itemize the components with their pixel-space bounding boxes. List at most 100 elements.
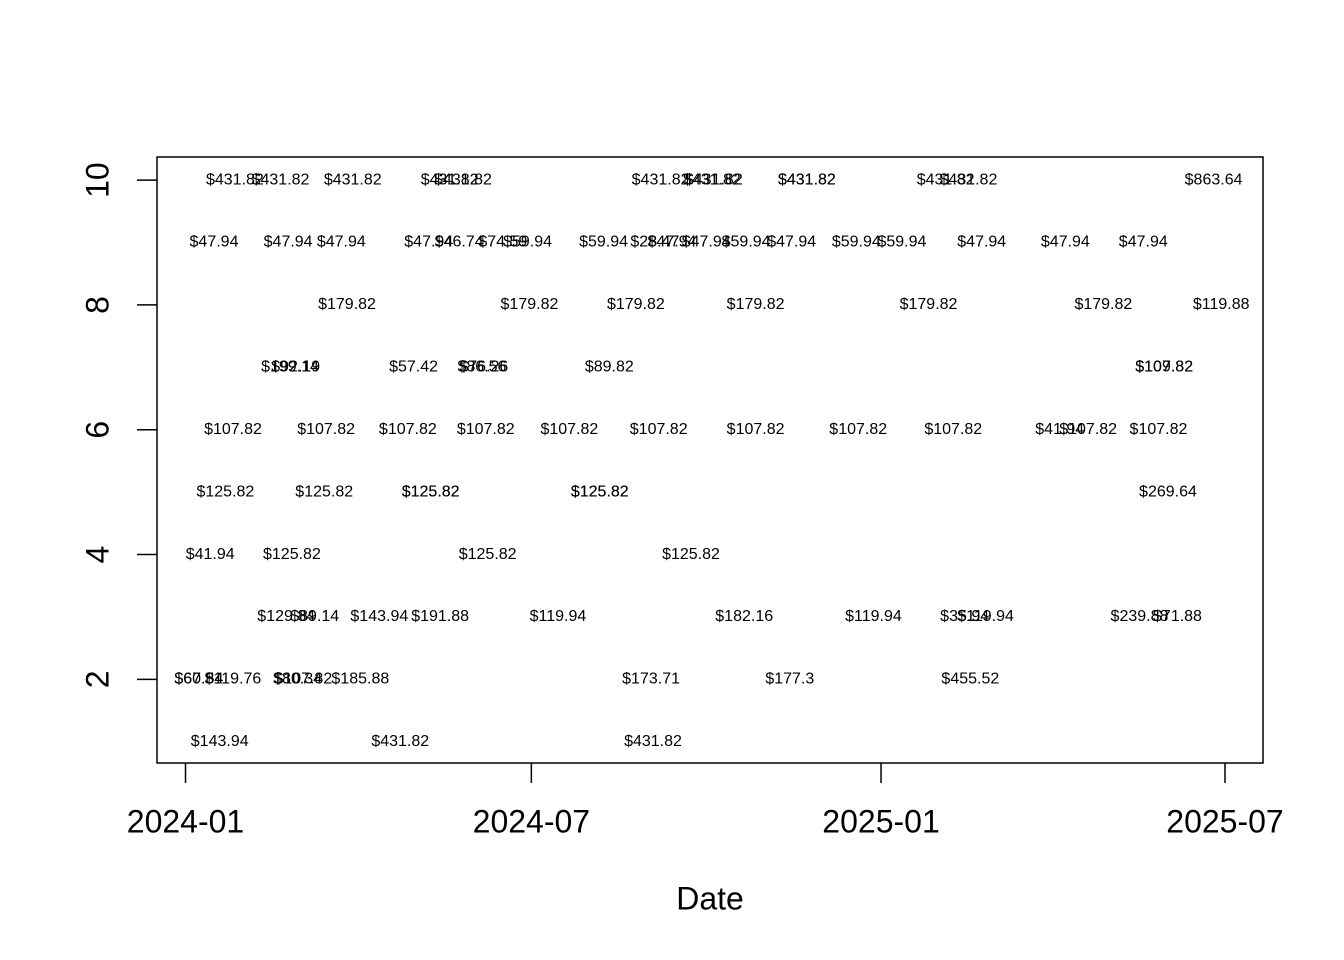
x-tick-label: 2024-07 [473,803,590,839]
point-label: $59.94 [877,234,926,251]
point-label: $119.88 [1193,296,1250,313]
point-label: $431.82 [778,171,836,188]
point-label: $59.94 [503,234,552,251]
point-label: $431.82 [685,171,743,188]
point-label: $59.94 [832,234,881,251]
point-label: $57.42 [389,359,438,376]
point-label: $109.82 [1135,359,1193,376]
point-label: $119.94 [530,608,587,625]
point-label: $269.64 [1139,483,1197,500]
point-label: $107.82 [1135,359,1193,376]
point-label: $431.82 [917,171,975,188]
y-tick-label: 8 [79,296,115,314]
point-label: $177.3 [765,671,814,688]
point-label: $76.26 [459,359,508,376]
point-label: $125.82 [571,483,629,500]
point-label: $129.84 [257,608,315,625]
point-label: $47.94 [1041,234,1090,251]
point-label: $179.82 [318,296,376,313]
point-label: $107.82 [829,421,887,438]
point-label: $125.82 [402,483,460,500]
point-label: $89.82 [585,359,634,376]
point-label: $431.82 [940,171,998,188]
point-label: $125.82 [459,546,517,563]
point-label: $47.94 [317,234,366,251]
point-label: $431.82 [252,171,310,188]
point-label: $107.82 [1059,421,1117,438]
point-label: $92.19 [271,359,320,376]
x-axis-label: Date [676,880,744,916]
point-label: $47.94 [190,234,239,251]
point-label: $199.14 [261,359,319,376]
point-label: $107.82 [727,421,785,438]
point-label: $455.52 [941,671,999,688]
point-label: $431.82 [632,171,690,188]
point-label: $47.94 [648,234,697,251]
point-label: $107.82 [379,421,437,438]
point-label: $67.84 [174,671,223,688]
point-label: $47.94 [404,234,453,251]
point-label: $179.82 [1074,296,1132,313]
point-label: $89.14 [290,608,339,625]
point-label: $47.94 [264,234,313,251]
point-label: $125.82 [196,483,254,500]
point-label: $431.82 [434,171,492,188]
point-label: $431.82 [683,171,741,188]
point-label: $863.64 [1185,171,1243,188]
point-label: $179.82 [501,296,559,313]
point-label: $143.94 [350,608,408,625]
point-label: $143.94 [191,733,249,750]
point-label: $179.82 [607,296,665,313]
point-label: $107.82 [204,421,262,438]
point-label: $185.88 [331,671,389,688]
point-label: $431.82 [324,171,382,188]
y-tick-label: 4 [79,546,115,564]
point-label: $107.82 [297,421,355,438]
point-label: $46.74 [435,234,484,251]
point-label: $125.82 [263,546,321,563]
point-label: $59.94 [579,234,628,251]
point-label: $119.94 [957,608,1014,625]
point-label: $47.94 [682,234,731,251]
point-label: $107.82 [540,421,598,438]
point-label: $125.82 [402,483,460,500]
point-label: $431.82 [421,171,479,188]
point-label: $41.94 [186,546,235,563]
point-label: $107.82 [630,421,688,438]
point-label: $74.59 [478,234,527,251]
x-tick-label: 2025-01 [822,803,939,839]
point-label: $182.16 [715,608,773,625]
point-label: $119.94 [845,608,902,625]
point-label: $35.94 [940,608,989,625]
point-label: $47.94 [767,234,816,251]
point-label: $431.82 [624,733,682,750]
point-label: $47.94 [957,234,1006,251]
y-tick-label: 10 [79,162,115,198]
point-label: $179.82 [900,296,958,313]
point-label: $125.82 [662,546,720,563]
point-label: $107.82 [924,421,982,438]
point-label: $173.71 [622,671,680,688]
y-tick-label: 2 [79,670,115,688]
point-label: $239.88 [1111,608,1169,625]
point-label: $47.94 [1119,234,1168,251]
plot-box [156,156,1264,764]
y-tick-label: 6 [79,421,115,439]
x-tick-label: 2025-07 [1166,803,1283,839]
point-label: $71.88 [1153,608,1202,625]
point-label: $60.54 [174,671,223,688]
point-label: $107.82 [457,421,515,438]
point-label: $107.82 [1130,421,1188,438]
point-label: $191.88 [411,608,469,625]
point-label: $119.76 [205,671,262,688]
point-label: $59.94 [722,234,771,251]
point-label: $107.82 [274,671,332,688]
point-label: $431.82 [371,733,429,750]
point-label: $28.47 [630,234,679,251]
point-label: $179.82 [727,296,785,313]
point-label: $80.34 [273,671,322,688]
point-label: $86.56 [457,359,506,376]
point-label: $41.94 [1035,421,1084,438]
